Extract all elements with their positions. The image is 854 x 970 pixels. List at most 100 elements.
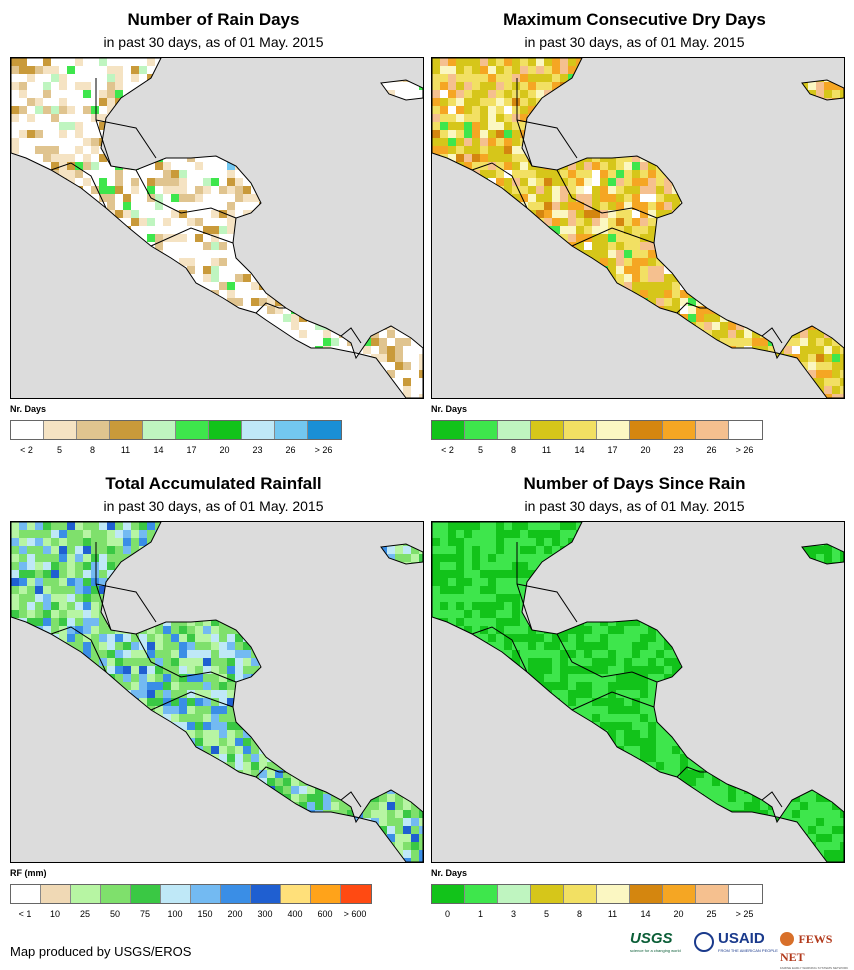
map-frame[interactable] (10, 57, 424, 399)
legend-title: RF (mm) (10, 868, 47, 878)
legend-tick-label: > 26 (735, 445, 754, 455)
legend-tick-label: 20 (640, 445, 651, 455)
legend-swatch (432, 885, 465, 903)
legend-tick-label: 14 (640, 909, 651, 919)
map-title: Number of Days Since Rain (523, 474, 746, 493)
legend-swatch (41, 885, 71, 903)
map-grid (11, 58, 423, 398)
legend-ticks: < 2 5 8 11 14 17 20 23 26 > 26 (431, 445, 771, 457)
map-title: Maximum Consecutive Dry Days (503, 10, 766, 29)
legend-swatch (242, 421, 275, 439)
legend-tick-label: 26 (706, 445, 717, 455)
map-svg (432, 522, 844, 862)
legend-swatch (531, 421, 564, 439)
legend-tick-label: 14 (574, 445, 585, 455)
coastline (801, 543, 844, 565)
map-frame[interactable] (431, 521, 845, 863)
legend-swatch (191, 885, 221, 903)
partner-logos: USGS science for a changing world USAID … (630, 930, 848, 970)
legend-tick-label: 600 (317, 909, 333, 919)
legend-swatch (465, 421, 498, 439)
legend-swatch (564, 885, 597, 903)
legend-tick-label: 200 (227, 909, 243, 919)
legend-swatch (663, 421, 696, 439)
map-frame[interactable] (431, 57, 845, 399)
legend-tick-label: 400 (287, 909, 303, 919)
map-title: Total Accumulated Rainfall (105, 474, 322, 493)
country-border (95, 583, 157, 623)
legend-tick-label: < 2 (441, 445, 454, 455)
legend-swatch (630, 885, 663, 903)
country-border (761, 791, 783, 808)
legend-swatch (597, 885, 630, 903)
legend-title: Nr. Days (431, 404, 468, 414)
legend-tick-label: > 600 (343, 909, 367, 919)
country-border (150, 227, 234, 247)
legend-tick-label: 8 (510, 445, 517, 455)
legend-swatch (281, 885, 311, 903)
map-grid (432, 522, 844, 862)
map-frame[interactable] (10, 521, 424, 863)
legend-swatch (432, 421, 465, 439)
country-border (571, 227, 655, 247)
legend-swatch (71, 885, 101, 903)
legend-tick-label: > 25 (735, 909, 754, 919)
legend-swatch (308, 421, 341, 439)
legend-swatch (275, 421, 308, 439)
map-grid (11, 522, 423, 862)
country-border (556, 633, 658, 683)
legend-tick-label: 11 (541, 445, 552, 455)
legend-ticks: < 2 5 8 11 14 17 20 23 26 > 26 (10, 445, 350, 457)
panel-rain-days: Number of Rain Days in past 30 days, as … (0, 0, 427, 475)
country-border (255, 766, 286, 778)
legend-bar (10, 884, 372, 904)
legend-swatch (77, 421, 110, 439)
country-border (50, 162, 107, 209)
legend-tick-label: < 2 (20, 445, 33, 455)
coastline (432, 58, 844, 398)
legend-tick-label: 75 (139, 909, 151, 919)
panel-total-rainfall: Total Accumulated Rainfall in past 30 da… (0, 464, 427, 939)
legend-bar (431, 884, 763, 904)
coastline (432, 522, 844, 862)
legend-swatch (11, 885, 41, 903)
panel-days-since-rain: Number of Days Since Rain in past 30 day… (421, 464, 848, 939)
map-grid (432, 58, 844, 398)
legend-swatch (176, 421, 209, 439)
legend-tick-label: 0 (444, 909, 451, 919)
legend-bar (10, 420, 342, 440)
country-border (761, 327, 783, 344)
legend-tick-label: 5 (56, 445, 63, 455)
legend-ticks: < 1 10 25 50 75 100 150 200 300 400 600 > 600 (10, 909, 367, 921)
map-subtitle: in past 30 days, as of 01 May. 2015 (103, 498, 324, 514)
legend-swatch (696, 421, 729, 439)
legend-swatch (221, 885, 251, 903)
legend-tick-label: 300 (257, 909, 273, 919)
country-border (556, 169, 658, 219)
usaid-logo: USAID FROM THE AMERICAN PEOPLE (718, 930, 778, 953)
legend-swatch (498, 885, 531, 903)
legend-swatch (597, 421, 630, 439)
legend-tick-label: 14 (153, 445, 164, 455)
legend-swatch (498, 421, 531, 439)
legend-swatch (531, 885, 564, 903)
legend-tick-label: 1 (477, 909, 484, 919)
panel-max-dry-days: Maximum Consecutive Dry Days in past 30 … (421, 0, 848, 475)
legend-swatch (251, 885, 281, 903)
seal-icon (694, 932, 714, 952)
legend-ticks: 0 1 3 5 8 11 14 20 25 > 25 (431, 909, 771, 921)
coastline (11, 522, 423, 862)
map-subtitle: in past 30 days, as of 01 May. 2015 (524, 34, 745, 50)
legend-tick-label: 25 (79, 909, 91, 919)
coastline (11, 58, 423, 398)
legend-swatch (44, 421, 77, 439)
legend-swatch (209, 421, 242, 439)
legend-tick-label: 11 (607, 909, 618, 919)
legend-title: Nr. Days (10, 404, 47, 414)
legend-tick-label: 25 (706, 909, 717, 919)
country-border (571, 691, 655, 711)
map-svg (11, 522, 423, 862)
legend-tick-label: > 26 (314, 445, 333, 455)
country-border (340, 791, 362, 808)
legend-swatch (143, 421, 176, 439)
